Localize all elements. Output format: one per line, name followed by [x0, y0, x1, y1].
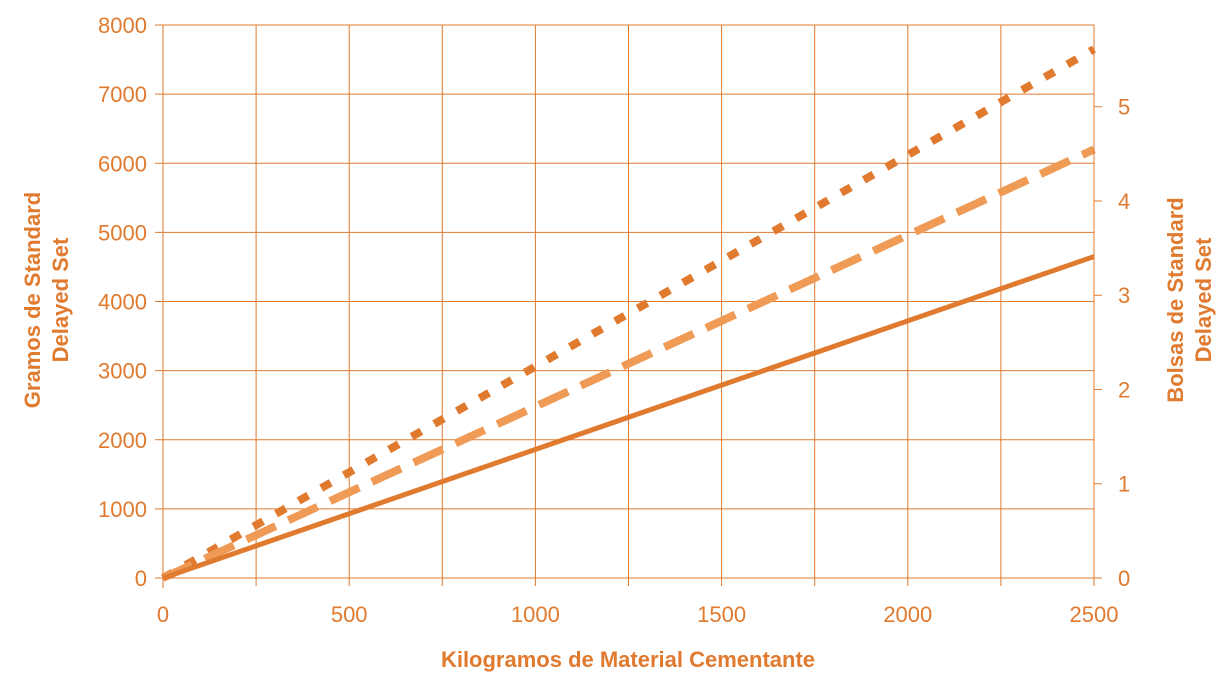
- left-tick-label: 0: [135, 566, 147, 591]
- right-tick-label: 0: [1118, 566, 1130, 591]
- right-tick-label: 1: [1118, 472, 1130, 497]
- left-tick-label: 6000: [98, 151, 147, 176]
- left-axis-title-line1: Gramos de Standard: [20, 192, 45, 408]
- x-tick-label: 1000: [511, 602, 560, 627]
- x-tick-label: 500: [331, 602, 368, 627]
- left-tick-label: 1000: [98, 497, 147, 522]
- right-axis-title-line1: Bolsas de Standard: [1163, 197, 1188, 402]
- left-tick-label: 5000: [98, 220, 147, 245]
- series-line-dotted: [161, 45, 1096, 582]
- left-axis-title: Gramos de Standard Delayed Set: [20, 192, 73, 408]
- x-tick-label: 1500: [697, 602, 746, 627]
- right-tick-label: 5: [1118, 95, 1130, 120]
- series-line-dashed: [161, 145, 1096, 582]
- left-tick-label: 4000: [98, 290, 147, 315]
- right-tick-label: 2: [1118, 377, 1130, 402]
- x-tick-label: 2500: [1070, 602, 1119, 627]
- left-tick-label: 3000: [98, 359, 147, 384]
- left-axis-title-line2: Delayed Set: [48, 237, 73, 362]
- right-axis-title-line2: Delayed Set: [1191, 237, 1216, 362]
- x-axis-title: Kilogramos de Material Cementante: [441, 647, 815, 672]
- axes: [155, 24, 1102, 588]
- x-tick-label: 2000: [883, 602, 932, 627]
- left-tick-label: 7000: [98, 82, 147, 107]
- right-tick-label: 3: [1118, 283, 1130, 308]
- left-tick-label: 2000: [98, 428, 147, 453]
- left-tick-label: 8000: [98, 13, 147, 38]
- series-line-solid: [162, 254, 1095, 581]
- series-group: [161, 45, 1096, 582]
- x-tick-label: 0: [157, 602, 169, 627]
- right-tick-label: 4: [1118, 189, 1130, 214]
- right-axis-title: Bolsas de Standard Delayed Set: [1163, 197, 1216, 402]
- tick-labels: 0100020003000400050006000700080000123450…: [98, 13, 1130, 627]
